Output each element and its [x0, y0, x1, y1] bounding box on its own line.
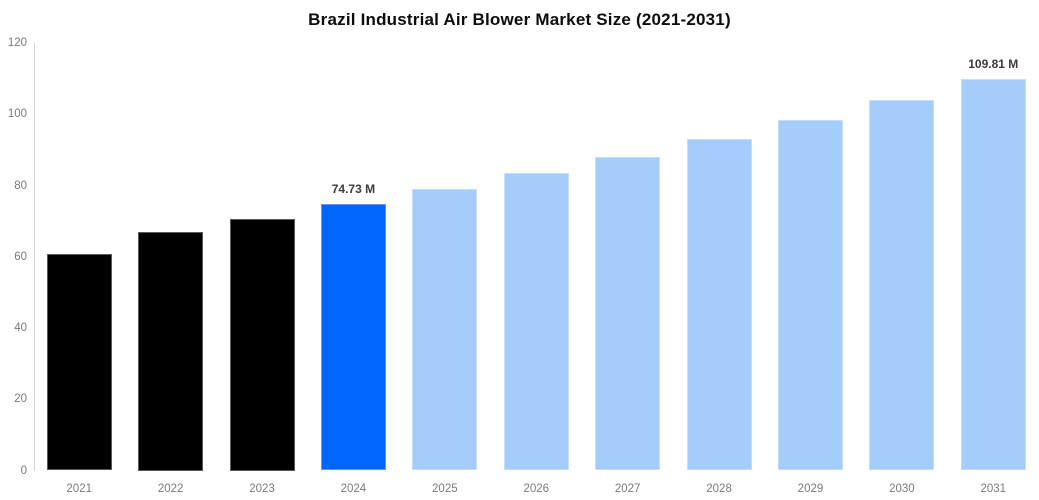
x-axis-tick-label-2028: 2028	[706, 482, 732, 495]
bar-2026	[503, 173, 569, 471]
y-axis-tick-label: 40	[14, 322, 27, 334]
bar-2031	[960, 79, 1026, 471]
bar-2025	[412, 189, 478, 471]
x-axis-tick-label-2026: 2026	[523, 482, 550, 495]
chart-title: Brazil Industrial Air Blower Market Size…	[308, 10, 731, 29]
x-axis-tick-label-2029: 2029	[797, 482, 824, 495]
bar-value-label-2024: 74.73 M	[331, 182, 376, 197]
bar-2028	[686, 138, 752, 471]
y-axis-tick-label: 120	[7, 37, 27, 49]
y-axis-tick-label: 80	[14, 179, 27, 192]
bar-value-label-2031: 109.81 M	[968, 57, 1019, 72]
y-axis-tick-label: 60	[14, 250, 27, 263]
y-axis-tick-label: 20	[14, 393, 27, 406]
y-axis-tick-label: 100	[7, 108, 27, 121]
x-axis-tick-label-2031: 2031	[980, 482, 1007, 495]
bar-2027	[595, 156, 661, 471]
x-axis-tick-label-2021: 2021	[66, 482, 92, 495]
x-axis-tick-label-2030: 2030	[889, 482, 915, 495]
y-axis-tick-label: 0	[20, 464, 27, 477]
x-axis-tick-label-2025: 2025	[432, 482, 458, 495]
y-axis-line	[33, 43, 35, 471]
bar-2021	[46, 253, 112, 471]
x-axis-tick-label-2023: 2023	[249, 482, 275, 495]
bar-2024	[320, 204, 386, 471]
bar-2023	[229, 219, 295, 471]
bar-2022	[138, 231, 204, 471]
x-axis-tick-label-2022: 2022	[157, 482, 184, 495]
bar-2029	[777, 120, 843, 471]
bar-2030	[869, 100, 935, 471]
x-axis-tick-label-2024: 2024	[340, 482, 367, 495]
x-axis-tick-label-2027: 2027	[614, 482, 641, 495]
